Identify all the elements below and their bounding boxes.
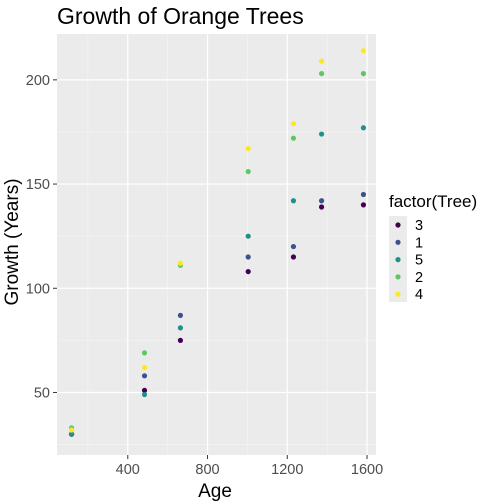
data-point-tree-4	[141, 364, 148, 371]
legend-title: factor(Tree)	[389, 192, 477, 211]
data-point-tree-3	[141, 387, 148, 393]
data-point-tree-3	[245, 268, 251, 275]
data-point-tree-3	[177, 337, 184, 343]
data-point-tree-1	[141, 373, 148, 379]
data-point-tree-4	[245, 146, 251, 152]
data-point-tree-1	[177, 312, 184, 318]
data-point-tree-1	[318, 198, 325, 204]
data-point-tree-4	[68, 427, 75, 433]
data-point-tree-4	[318, 58, 325, 64]
data-point-tree-4	[177, 260, 184, 266]
x-tick-label: 1200	[271, 462, 303, 478]
data-point-tree-5	[177, 325, 184, 331]
data-point-tree-5	[245, 233, 251, 239]
legend: factor(Tree) 31 524	[389, 192, 477, 303]
y-tick-label: 50	[34, 385, 50, 401]
data-point-tree-5	[318, 131, 325, 137]
data-point-tree-1	[245, 254, 251, 260]
data-point-tree-3	[290, 254, 297, 260]
data-point-tree-5	[68, 431, 75, 437]
major-gridlines	[57, 34, 376, 455]
legend-label-tree-3: 3	[415, 218, 423, 234]
data-point-tree-2	[318, 70, 325, 77]
legend-label-tree-4: 4	[415, 287, 423, 303]
y-tick-label: 200	[26, 73, 50, 89]
y-axis-title: Growth (Years)	[2, 178, 23, 305]
y-tick-label: 150	[26, 177, 50, 193]
legend-label-tree-2: 2	[415, 270, 423, 286]
y-tick-label: 100	[26, 281, 50, 297]
minor-gridlines	[57, 34, 376, 455]
data-point-tree-2	[290, 135, 297, 141]
legend-key-tree-5	[395, 257, 401, 263]
data-point-tree-2	[141, 350, 148, 356]
chart-title: Growth of Orange Trees	[57, 3, 304, 29]
legend-label-tree-5: 5	[415, 253, 423, 269]
x-tick-label: 800	[195, 462, 219, 478]
data-point-tree-1	[360, 191, 367, 198]
data-point-tree-4	[290, 121, 297, 127]
data-point-tree-3	[318, 204, 325, 210]
legend-key-tree-2	[395, 274, 401, 280]
y-axis: 50 100 150 200	[26, 73, 57, 401]
data-points	[68, 48, 367, 437]
x-tick-label: 1600	[351, 462, 383, 478]
data-point-tree-5	[141, 391, 148, 398]
legend-label-tree-1: 1	[415, 235, 423, 251]
data-point-tree-4	[360, 48, 367, 54]
x-tick-label: 400	[116, 462, 140, 478]
legend-key-tree-4	[395, 291, 401, 297]
x-axis: 400 800 1200 1600	[116, 455, 383, 478]
data-point-tree-5	[360, 125, 367, 131]
legend-key-tree-1	[395, 239, 401, 245]
data-point-tree-2	[245, 168, 251, 175]
data-point-tree-3	[360, 202, 367, 208]
data-point-tree-2	[360, 70, 367, 77]
plot-panel	[57, 34, 376, 455]
data-point-tree-1	[290, 243, 297, 250]
data-point-tree-5	[290, 198, 297, 204]
x-axis-title: Age	[198, 481, 232, 502]
legend-key-tree-3	[395, 222, 401, 228]
